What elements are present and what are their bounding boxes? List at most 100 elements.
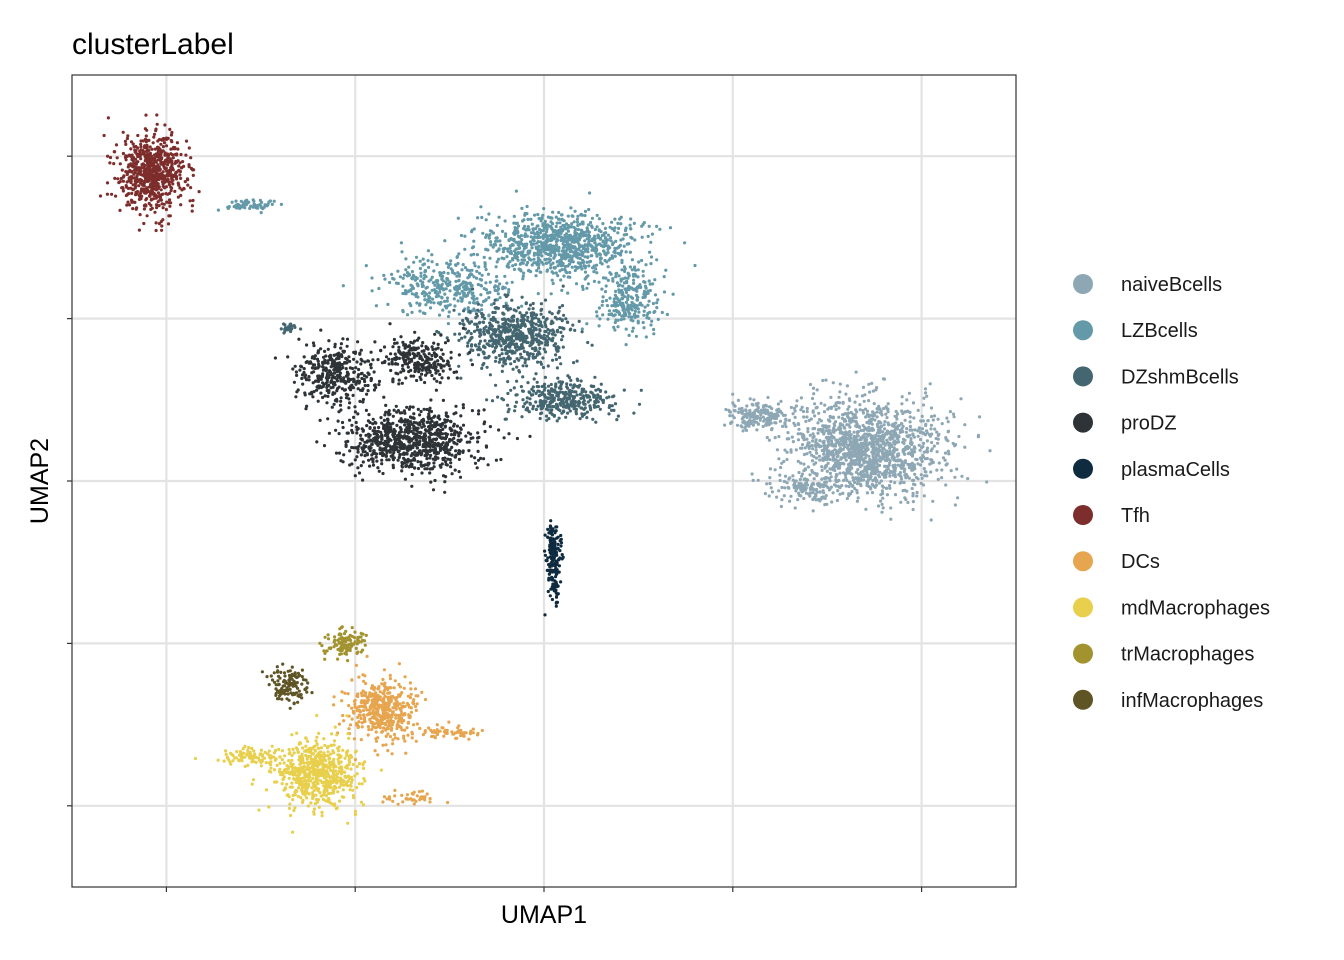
point-LZBcells (610, 221, 613, 224)
point-proDZ (420, 463, 423, 466)
point-LZBcells (422, 277, 425, 280)
point-naiveBcells (901, 395, 904, 398)
point-LZBcells (542, 263, 545, 266)
point-DZshmBcells (498, 354, 501, 357)
point-LZBcells (458, 275, 461, 278)
point-LZBcells (535, 246, 538, 249)
point-DZshmBcells (539, 361, 542, 364)
point-DZshmBcells (506, 380, 509, 383)
point-naiveBcells (821, 424, 824, 427)
point-DZshmBcells (539, 309, 542, 312)
point-LZBcells (487, 273, 490, 276)
point-LZBcells (506, 248, 509, 251)
point-naiveBcells (811, 397, 814, 400)
point-proDZ (384, 404, 387, 407)
point-DZshmBcells (524, 361, 527, 364)
point-proDZ (423, 408, 426, 411)
point-LZBcells (598, 229, 601, 232)
point-naiveBcells (802, 415, 805, 418)
point-LZBcells (470, 230, 473, 233)
point-LZBcells (423, 298, 426, 301)
point-LZBcells (392, 278, 395, 281)
point-proDZ (432, 488, 435, 491)
point-naiveBcells (863, 473, 866, 476)
point-LZBcells (534, 227, 537, 230)
point-DZshmBcells (547, 417, 550, 420)
point-naiveBcells (792, 412, 795, 415)
point-DZshmBcells (511, 352, 514, 355)
point-naiveBcells (871, 423, 874, 426)
point-LZBcells (563, 237, 566, 240)
point-LZBcells (617, 245, 620, 248)
point-LZBcells (581, 252, 584, 255)
point-proDZ (383, 419, 386, 422)
point-DZshmBcells (463, 335, 466, 338)
point-naiveBcells (878, 438, 881, 441)
point-proDZ (497, 428, 500, 431)
point-DZshmBcells (498, 337, 501, 340)
point-LZBcells (400, 250, 403, 253)
point-LZBcells (558, 253, 561, 256)
point-LZBcells (636, 299, 639, 302)
point-LZBcells (233, 205, 236, 208)
point-proDZ (420, 410, 423, 413)
point-LZBcells (594, 228, 597, 231)
point-LZBcells (648, 300, 651, 303)
point-proDZ (392, 415, 395, 418)
point-proDZ (418, 413, 421, 416)
point-LZBcells (602, 295, 605, 298)
point-LZBcells (588, 191, 591, 194)
point-LZBcells (653, 310, 656, 313)
point-DZshmBcells (485, 398, 488, 401)
point-LZBcells (648, 225, 651, 228)
point-naiveBcells (816, 388, 819, 391)
point-proDZ (365, 424, 368, 427)
point-naiveBcells (895, 410, 898, 413)
point-naiveBcells (966, 477, 969, 480)
point-naiveBcells (837, 416, 840, 419)
point-LZBcells (663, 290, 666, 293)
point-LZBcells (595, 253, 598, 256)
point-LZBcells (584, 277, 587, 280)
point-naiveBcells (779, 466, 782, 469)
point-naiveBcells (886, 493, 889, 496)
point-DZshmBcells (526, 353, 529, 356)
point-DZshmBcells (574, 390, 577, 393)
point-DZshmBcells (539, 417, 542, 420)
point-naiveBcells (766, 409, 769, 412)
point-proDZ (438, 418, 441, 421)
point-naiveBcells (850, 473, 853, 476)
point-LZBcells (573, 235, 576, 238)
point-proDZ (393, 456, 396, 459)
point-DZshmBcells (462, 309, 465, 312)
point-naiveBcells (893, 464, 896, 467)
point-DZshmBcells (469, 359, 472, 362)
point-naiveBcells (842, 462, 845, 465)
point-LZBcells (589, 221, 592, 224)
point-LZBcells (588, 260, 591, 263)
point-naiveBcells (956, 496, 959, 499)
point-DZshmBcells (512, 324, 515, 327)
point-naiveBcells (925, 395, 928, 398)
point-naiveBcells (888, 487, 891, 490)
point-LZBcells (454, 263, 457, 266)
point-naiveBcells (761, 411, 764, 414)
point-LZBcells (415, 256, 418, 259)
point-LZBcells (472, 307, 475, 310)
point-LZBcells (487, 296, 490, 299)
point-LZBcells (569, 225, 572, 228)
point-naiveBcells (740, 424, 743, 427)
point-naiveBcells (757, 423, 760, 426)
point-proDZ (454, 469, 457, 472)
point-DZshmBcells (571, 324, 574, 327)
point-naiveBcells (874, 476, 877, 479)
point-proDZ (411, 473, 414, 476)
point-DZshmBcells (530, 394, 533, 397)
point-LZBcells (583, 239, 586, 242)
point-DZshmBcells (614, 402, 617, 405)
point-naiveBcells (777, 489, 780, 492)
point-LZBcells (652, 328, 655, 331)
point-proDZ (428, 471, 431, 474)
point-LZBcells (551, 279, 554, 282)
point-DZshmBcells (491, 399, 494, 402)
